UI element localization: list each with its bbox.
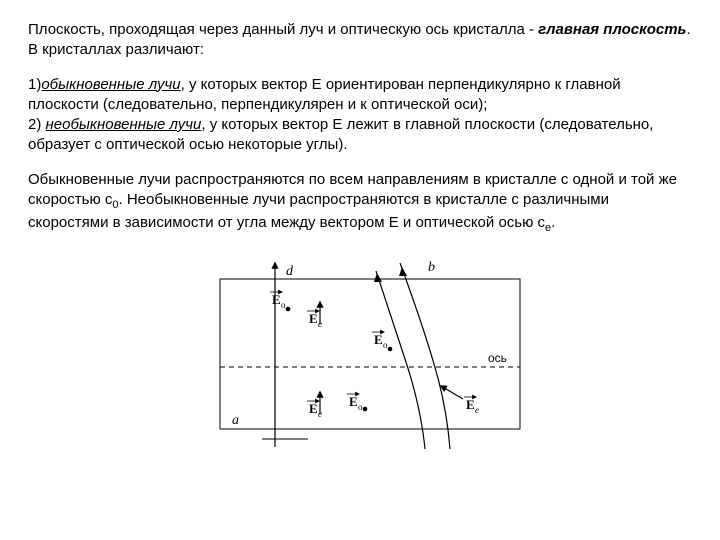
svg-text:E: E [272,292,281,307]
p2d: 2) [28,116,46,133]
svg-text:o: o [358,402,363,412]
svg-text:e: e [475,405,479,415]
svg-text:E: E [309,401,318,416]
svg-text:ось: ось [488,351,507,365]
intro-paragraph: Плоскость, проходящая через данный луч и… [28,20,692,61]
explain-paragraph: Обыкновенные лучи распространяются по вс… [28,170,692,236]
svg-text:o: o [281,300,286,310]
svg-text:E: E [349,394,358,409]
svg-text:a: a [232,413,239,428]
p1b: главная плоскость [538,21,686,38]
svg-text:d: d [286,264,294,279]
svg-text:e: e [318,319,322,329]
svg-text:E: E [374,332,383,347]
svg-text:b: b [428,260,435,275]
svg-text:E: E [466,397,475,412]
svg-text:e: e [318,409,322,419]
p2b: обыкновенные лучи [41,76,180,93]
p1a: Плоскость, проходящая через данный луч и… [28,21,538,38]
list-paragraph: 1)обыкновенные лучи, у которых вектор Е … [28,75,692,156]
diagram-container: осьdabEoEoEoEeEeEe [28,249,692,459]
p2e: необыкновенные лучи [46,116,202,133]
p2a: 1) [28,76,41,93]
svg-text:o: o [383,340,388,350]
birefringence-diagram: осьdabEoEoEoEeEeEe [180,249,540,459]
svg-text:E: E [309,311,318,326]
p3e: . [551,214,555,231]
